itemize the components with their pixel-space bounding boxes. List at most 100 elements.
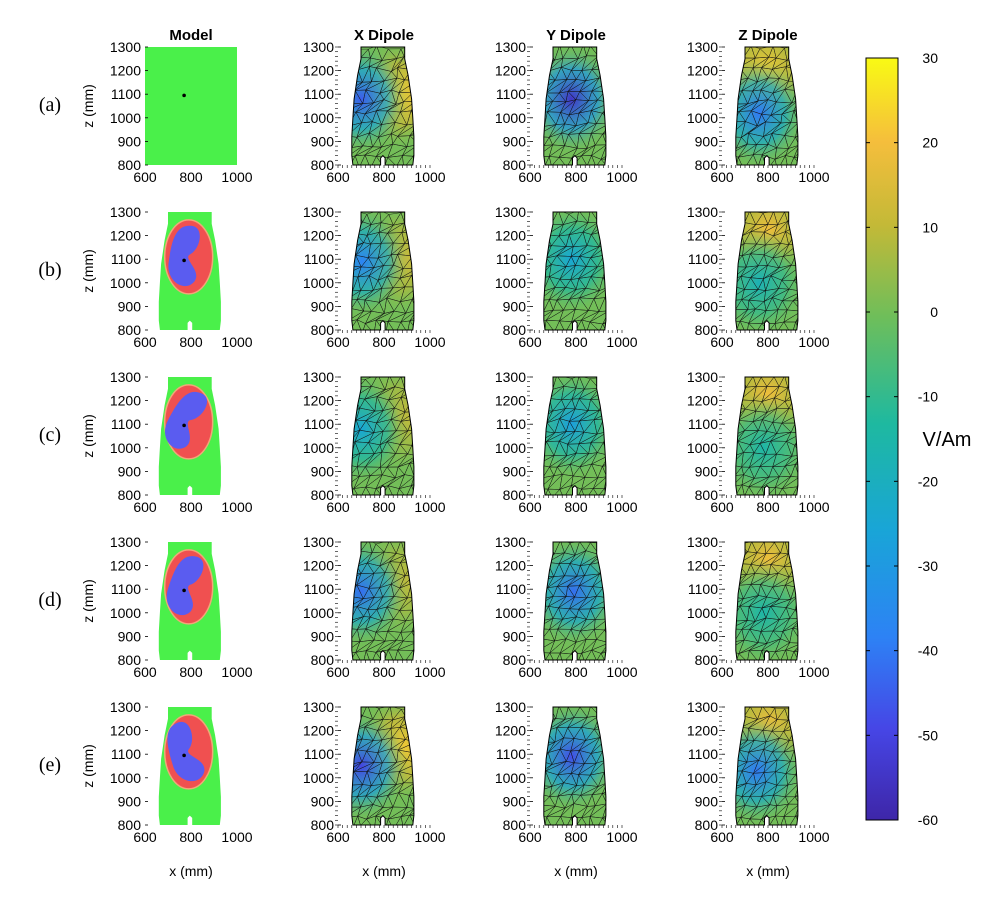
- x-tick-label: 600: [710, 334, 734, 350]
- column-title: Y Dipole: [546, 27, 606, 44]
- x-tick-label: 800: [564, 664, 588, 680]
- y-tick-label: 900: [118, 298, 142, 314]
- fetus-shape: [165, 391, 207, 449]
- y-tick-label: 800: [118, 817, 142, 833]
- y-tick-label: 1100: [304, 581, 334, 597]
- y-tick-label: 1300: [495, 39, 526, 55]
- y-tick-label: 1100: [304, 251, 334, 267]
- y-tick-label: 900: [695, 463, 719, 479]
- torso-outline: [735, 46, 799, 166]
- y-tick-label: 900: [311, 793, 335, 809]
- y-tick-label: 1200: [495, 723, 526, 739]
- mesh-edges: [735, 707, 798, 825]
- fetus-shape: [168, 225, 200, 287]
- field-surface: [735, 377, 798, 495]
- x-axis-label: x (mm): [746, 863, 790, 879]
- torso-outline: [735, 706, 799, 826]
- x-tick-label: 800: [179, 499, 203, 515]
- torso-outline: [543, 706, 607, 826]
- y-tick-label: 1100: [688, 251, 718, 267]
- y-tick-label: 1100: [688, 86, 718, 102]
- x-tick-label: 1000: [606, 664, 637, 680]
- y-tick-label: 1200: [110, 228, 141, 244]
- column-title: Z Dipole: [738, 27, 797, 44]
- y-tick-label: 1200: [110, 723, 141, 739]
- row-label: (d): [38, 589, 61, 611]
- x-tick-label: 600: [710, 664, 734, 680]
- field-surface: [735, 47, 798, 165]
- field-surface: [543, 707, 606, 825]
- x-tick-label: 1000: [606, 334, 637, 350]
- y-axis-label: z (mm): [80, 579, 96, 623]
- mesh-edges: [543, 212, 606, 330]
- fetus-body: [166, 556, 204, 616]
- field-surface: [543, 377, 606, 495]
- x-tick-label: 600: [326, 499, 350, 515]
- x-tick-label: 1000: [221, 334, 252, 350]
- dipole-marker: [182, 93, 186, 98]
- colorbar-tick-label: -30: [918, 558, 938, 574]
- fetus-shape: [167, 721, 205, 781]
- colorbar-tick-label: -20: [918, 473, 938, 489]
- torso-outline: [543, 541, 607, 661]
- y-tick-label: 1200: [110, 63, 141, 79]
- y-tick-label: 800: [118, 652, 142, 668]
- y-tick-label: 800: [503, 322, 527, 338]
- field-surface: [735, 707, 798, 825]
- y-tick-label: 1000: [495, 110, 526, 126]
- x-tick-label: 800: [372, 829, 396, 845]
- y-tick-label: 1300: [303, 534, 334, 550]
- y-tick-label: 800: [503, 157, 527, 173]
- y-axis-label: z (mm): [80, 249, 96, 293]
- colorbar-label: V/Am: [923, 429, 972, 451]
- y-tick-label: 1100: [111, 746, 141, 762]
- y-tick-label: 1000: [110, 605, 141, 621]
- y-tick-label: 800: [695, 487, 719, 503]
- x-tick-label: 1000: [221, 829, 252, 845]
- x-tick-label: 800: [564, 829, 588, 845]
- x-tick-label: 800: [179, 169, 203, 185]
- x-tick-label: 600: [518, 664, 542, 680]
- y-tick-label: 900: [503, 463, 527, 479]
- x-tick-label: 800: [564, 499, 588, 515]
- torso-outline: [351, 706, 415, 826]
- field-cold-region: [543, 47, 606, 154]
- field-cold-region: [351, 47, 409, 154]
- x-tick-label: 600: [518, 169, 542, 185]
- y-tick-label: 800: [695, 157, 719, 173]
- mesh-edges: [351, 707, 414, 825]
- y-tick-label: 1200: [687, 723, 718, 739]
- triangle-mesh: [735, 377, 798, 495]
- y-tick-label: 1100: [496, 86, 526, 102]
- row-label: (a): [39, 94, 61, 116]
- x-tick-label: 800: [372, 664, 396, 680]
- field-surface: [351, 212, 414, 330]
- field-cold-region: [351, 542, 409, 647]
- x-tick-label: 1000: [606, 499, 637, 515]
- x-tick-label: 1000: [414, 664, 445, 680]
- y-tick-label: 900: [695, 793, 719, 809]
- y-tick-label: 1300: [687, 39, 718, 55]
- x-tick-label: 800: [756, 499, 780, 515]
- y-tick-label: 1100: [496, 581, 526, 597]
- y-tick-label: 900: [503, 793, 527, 809]
- x-tick-label: 600: [326, 169, 350, 185]
- field-surface: [543, 212, 606, 330]
- y-tick-label: 1100: [496, 416, 526, 432]
- y-tick-label: 900: [695, 298, 719, 314]
- x-tick-label: 600: [710, 829, 734, 845]
- y-tick-label: 1300: [687, 369, 718, 385]
- model-background: [145, 47, 237, 165]
- x-tick-label: 600: [326, 334, 350, 350]
- x-tick-label: 600: [133, 169, 157, 185]
- x-tick-label: 800: [179, 334, 203, 350]
- y-tick-label: 800: [695, 322, 719, 338]
